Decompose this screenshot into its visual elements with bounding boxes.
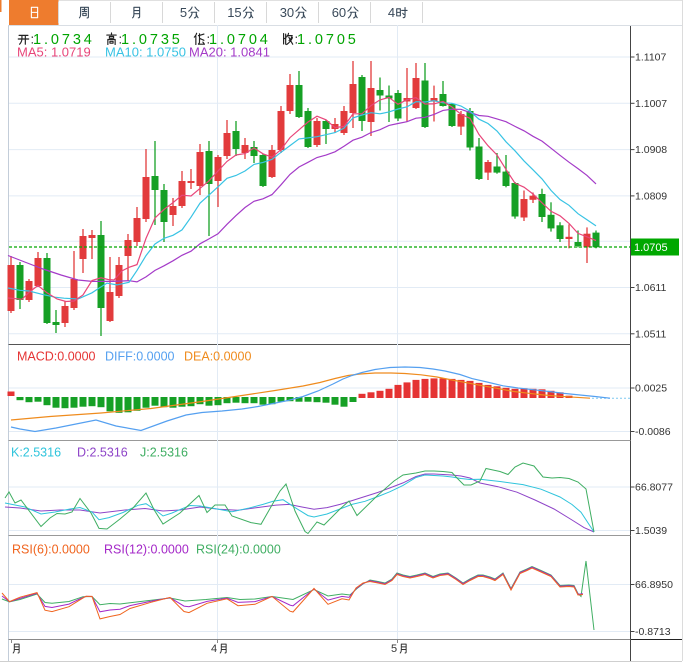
- svg-text::: :: [31, 32, 35, 47]
- svg-text:66.8950: 66.8950: [635, 579, 673, 591]
- svg-text:1.5039: 1.5039: [635, 525, 667, 537]
- svg-text:RSI(12):0.0000: RSI(12):0.0000: [104, 543, 189, 557]
- svg-text:4: 4: [388, 5, 395, 20]
- svg-text:1.0611: 1.0611: [635, 282, 666, 294]
- svg-text:60: 60: [332, 5, 346, 20]
- svg-text:MACD:0.0000: MACD:0.0000: [17, 350, 96, 364]
- svg-text:30: 30: [280, 5, 294, 20]
- svg-text:1.0705: 1.0705: [297, 32, 359, 48]
- svg-text:MA10: 1.0750: MA10: 1.0750: [105, 45, 186, 60]
- svg-text::: :: [295, 32, 299, 47]
- svg-text:1.0735: 1.0735: [121, 32, 183, 48]
- svg-text:-0.0086: -0.0086: [635, 426, 671, 438]
- svg-text:1.0511: 1.0511: [635, 328, 666, 340]
- svg-text::: :: [119, 32, 123, 47]
- svg-text:-0.8713: -0.8713: [635, 626, 671, 638]
- svg-text::: :: [207, 32, 211, 47]
- svg-text:4: 4: [211, 643, 217, 655]
- svg-text:1.1107: 1.1107: [635, 52, 666, 64]
- svg-text:RSI(24):0.0000: RSI(24):0.0000: [196, 543, 281, 557]
- svg-text:1.0705: 1.0705: [634, 242, 668, 254]
- svg-text:RSI(6):0.0000: RSI(6):0.0000: [12, 543, 90, 557]
- svg-text:1.0809: 1.0809: [635, 190, 667, 202]
- svg-text:0.0025: 0.0025: [635, 383, 667, 395]
- svg-text:DEA:0.0000: DEA:0.0000: [184, 350, 251, 364]
- svg-text:5: 5: [391, 643, 397, 655]
- svg-text:5: 5: [180, 5, 187, 20]
- svg-text:D:2.5316: D:2.5316: [77, 446, 128, 460]
- svg-text:1.0704: 1.0704: [209, 32, 271, 48]
- svg-text:MA20: 1.0841: MA20: 1.0841: [189, 45, 270, 60]
- svg-text:66.8077: 66.8077: [635, 482, 673, 494]
- svg-text:DIFF:0.0000: DIFF:0.0000: [105, 350, 175, 364]
- svg-text:1.0908: 1.0908: [635, 144, 667, 156]
- svg-text:1.0734: 1.0734: [33, 32, 95, 48]
- svg-text:15: 15: [227, 5, 241, 20]
- svg-text:1.1007: 1.1007: [635, 98, 667, 110]
- svg-text:J:2.5316: J:2.5316: [140, 446, 188, 460]
- svg-text:MA5: 1.0719: MA5: 1.0719: [17, 45, 91, 60]
- svg-text:K:2.5316: K:2.5316: [11, 446, 61, 460]
